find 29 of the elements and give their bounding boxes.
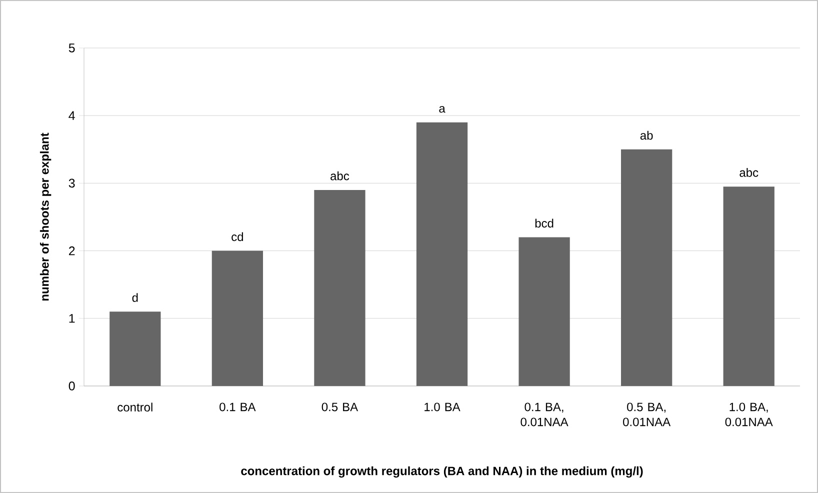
- y-tick-label: 3: [68, 178, 75, 188]
- data-label: abc: [740, 168, 758, 177]
- bar: [621, 149, 672, 386]
- x-tick-label: control: [118, 402, 152, 412]
- bar: [416, 122, 468, 386]
- bar: [723, 186, 774, 386]
- x-tick-label: 0.1 BA: [220, 402, 256, 412]
- y-tick-label: 2: [68, 246, 75, 256]
- data-label: abc: [330, 171, 350, 180]
- bar: [518, 237, 570, 386]
- y-tick-label: 0: [68, 382, 75, 390]
- data-label: cd: [232, 232, 244, 242]
- x-tick-label: 0.5 BA, 0.01NAA: [623, 402, 671, 426]
- data-label: d: [132, 293, 138, 302]
- x-tick-label: 1.0 BA, 0.01NAA: [725, 402, 773, 426]
- y-tick-label: 5: [68, 44, 75, 52]
- data-label: ab: [640, 130, 653, 140]
- x-tick-label: 1.0 BA: [424, 402, 460, 412]
- y-axis-title: number of shoots per explant: [40, 132, 52, 301]
- data-label: a: [439, 106, 446, 113]
- bar: [314, 190, 366, 386]
- x-axis-title: concentration of growth regulators (BA and NAA) in the medium (mg/l): [241, 466, 643, 478]
- x-tick-label: 0.5 BA: [322, 402, 358, 412]
- bar: [110, 312, 161, 386]
- data-label: bcd: [535, 218, 554, 228]
- bar: [212, 250, 264, 386]
- x-tick-label: 0.1 BA, 0.01NAA: [520, 402, 568, 426]
- y-tick-label: 4: [68, 111, 75, 120]
- y-tick-label: 1: [69, 314, 75, 323]
